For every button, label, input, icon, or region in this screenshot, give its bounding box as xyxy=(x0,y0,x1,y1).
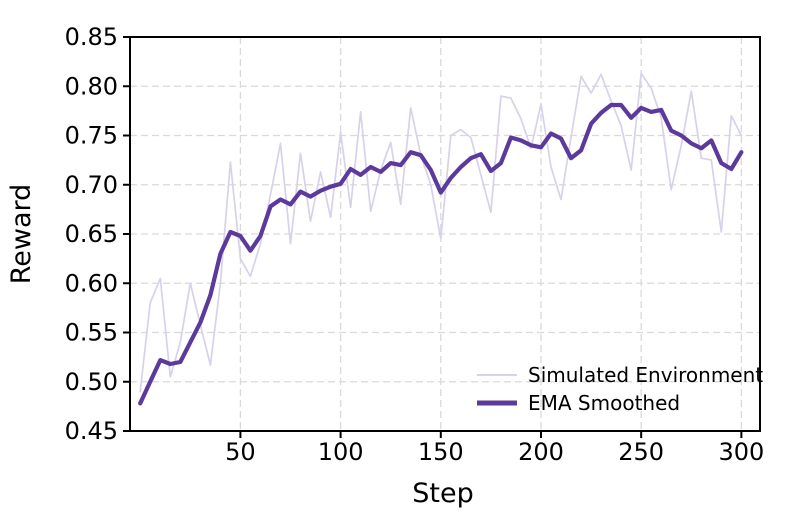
y-tick-label-0.75: 0.75 xyxy=(65,122,118,150)
y-tick-label-0.65: 0.65 xyxy=(65,220,118,248)
x-tick-label-200: 200 xyxy=(518,438,564,466)
tick-label-layer: 0.45 0.50 0.55 0.60 0.65 0.70 0.75 0.80 0.85 50 10… xyxy=(65,23,765,466)
x-tick-label-100: 100 xyxy=(318,438,364,466)
y-axis-label: Reward xyxy=(6,184,37,285)
y-tick-label-0.55: 0.55 xyxy=(65,319,118,347)
x-tick-label-50: 50 xyxy=(225,438,256,466)
y-tick-label-0.80: 0.80 xyxy=(65,72,118,100)
y-tick-label-0.85: 0.85 xyxy=(65,23,118,51)
tick-layer xyxy=(123,36,743,438)
legend-label-simulated-environment: Simulated Environment xyxy=(528,363,763,387)
series-line-simulated-environment xyxy=(139,72,743,393)
legend-label-ema-smoothed: EMA Smoothed xyxy=(528,391,680,415)
series-layer xyxy=(138,72,744,406)
legend: Simulated Environment EMA Smoothed xyxy=(477,363,763,415)
x-axis-label: Step xyxy=(412,478,473,509)
x-tick-label-250: 250 xyxy=(618,438,664,466)
y-tick-label-0.45: 0.45 xyxy=(65,417,118,445)
y-tick-label-0.50: 0.50 xyxy=(65,368,118,396)
x-tick-label-300: 300 xyxy=(718,438,764,466)
x-tick-label-150: 150 xyxy=(418,438,464,466)
y-tick-label-0.60: 0.60 xyxy=(65,269,118,297)
y-tick-label-0.70: 0.70 xyxy=(65,171,118,199)
series-line-ema-smoothed xyxy=(138,102,744,406)
